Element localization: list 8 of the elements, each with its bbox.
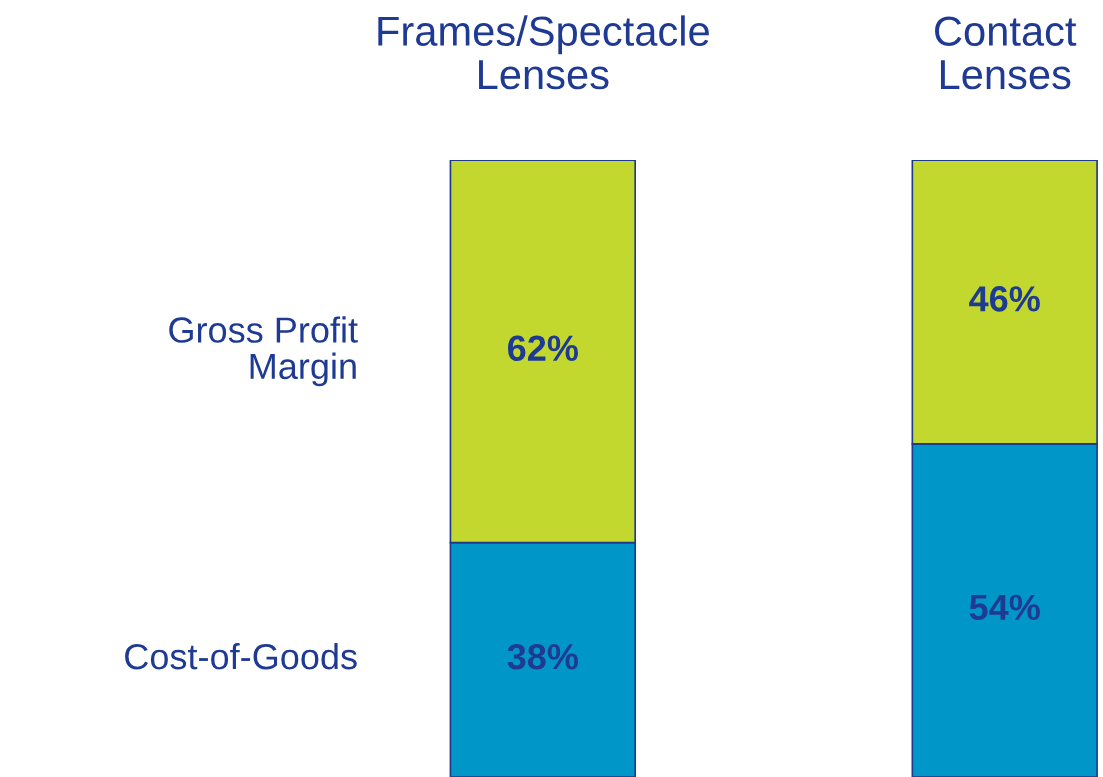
data-label: 54%: [969, 594, 1040, 621]
data-label: 62%: [508, 335, 579, 362]
x-tick-label: Contact Lenses: [935, 16, 1077, 90]
text: Gross Profit Margin: [169, 316, 358, 387]
data-label: 46%: [969, 286, 1040, 312]
x-tick-label: Frames/Spectacle Lenses: [378, 15, 709, 90]
data-label: 38%: [507, 643, 579, 670]
text: Cost-of-Goods: [125, 642, 357, 670]
